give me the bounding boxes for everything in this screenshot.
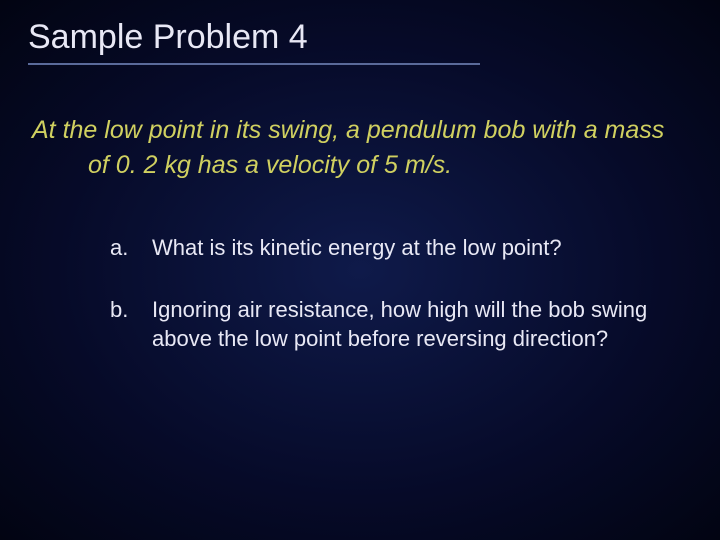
question-letter: b. xyxy=(110,295,152,354)
question-letter: a. xyxy=(110,233,152,263)
question-text: What is its kinetic energy at the low po… xyxy=(152,233,652,263)
slide-title: Sample Problem 4 xyxy=(28,18,480,65)
problem-statement-text: At the low point in its swing, a pendulu… xyxy=(32,113,692,183)
problem-statement: At the low point in its swing, a pendulu… xyxy=(32,113,692,183)
questions-list: a. What is its kinetic energy at the low… xyxy=(110,233,652,354)
question-text: Ignoring air resistance, how high will t… xyxy=(152,295,652,354)
slide-container: Sample Problem 4 At the low point in its… xyxy=(0,0,720,540)
question-b: b. Ignoring air resistance, how high wil… xyxy=(110,295,652,354)
question-a: a. What is its kinetic energy at the low… xyxy=(110,233,652,263)
